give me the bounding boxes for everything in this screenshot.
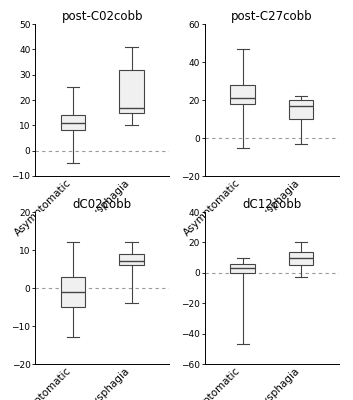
Title: dC02cobb: dC02cobb — [73, 198, 132, 211]
PathPatch shape — [61, 115, 85, 130]
PathPatch shape — [119, 70, 144, 113]
PathPatch shape — [289, 100, 313, 119]
PathPatch shape — [231, 85, 255, 104]
Title: dC12cobb: dC12cobb — [242, 198, 301, 211]
Title: post-C27cobb: post-C27cobb — [231, 10, 313, 23]
PathPatch shape — [119, 254, 144, 265]
PathPatch shape — [61, 277, 85, 307]
Title: post-C02cobb: post-C02cobb — [62, 10, 143, 23]
PathPatch shape — [231, 264, 255, 273]
PathPatch shape — [289, 252, 313, 265]
